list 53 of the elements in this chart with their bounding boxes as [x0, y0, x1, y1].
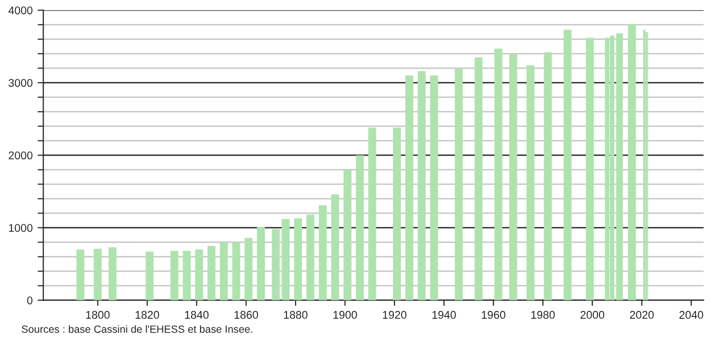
bar — [170, 250, 178, 300]
x-tick-label: 2020 — [630, 310, 654, 319]
bar — [564, 30, 572, 300]
bar — [509, 54, 518, 300]
bar — [628, 24, 636, 300]
bar — [94, 248, 102, 300]
bar — [392, 128, 401, 300]
bar — [368, 128, 376, 300]
x-tick-label: 2000 — [580, 310, 604, 319]
bar — [494, 48, 502, 300]
bar — [418, 71, 426, 300]
bar — [256, 226, 265, 300]
bar — [76, 249, 84, 300]
bar — [430, 75, 438, 300]
x-tick-label: 1960 — [482, 310, 506, 319]
bar — [244, 238, 253, 300]
bar — [146, 252, 154, 300]
x-tick-label: 1820 — [136, 310, 160, 319]
bar — [282, 219, 290, 300]
bar — [182, 250, 191, 300]
x-tick-label: 2040 — [679, 310, 704, 319]
x-tick-label: 1980 — [531, 310, 555, 319]
y-tick-label: 1000 — [9, 224, 32, 232]
bar — [356, 155, 364, 300]
x-tick-label: 1920 — [382, 310, 406, 319]
x-tick-label: 1840 — [185, 310, 209, 319]
bar — [208, 246, 216, 300]
x-tick-label: 1880 — [284, 310, 308, 319]
bar — [454, 68, 463, 300]
bar — [544, 52, 552, 300]
source-note: Sources : base Cassini de l'EHESS et base Insee. — [22, 325, 252, 333]
bar — [306, 214, 314, 300]
x-tick-label: 1800 — [86, 310, 110, 319]
x-tick-label: 1900 — [334, 310, 357, 319]
bar — [195, 249, 204, 300]
bar — [474, 57, 483, 300]
x-tick-label: 1860 — [234, 310, 258, 319]
bar — [232, 242, 240, 300]
bar — [272, 229, 280, 300]
bar — [586, 38, 594, 300]
bar — [220, 242, 228, 300]
y-tick-label: 2000 — [8, 151, 32, 160]
x-tick-label: 1940 — [432, 310, 456, 319]
y-tick-label: 3000 — [8, 78, 32, 87]
bar — [294, 218, 302, 300]
bar — [344, 170, 352, 300]
bar — [108, 247, 117, 300]
bar — [526, 65, 534, 300]
y-tick-label: 0 — [27, 296, 32, 304]
bar — [405, 75, 414, 300]
y-tick-label: 4000 — [8, 6, 32, 14]
bar — [331, 194, 340, 300]
bar — [318, 205, 327, 300]
